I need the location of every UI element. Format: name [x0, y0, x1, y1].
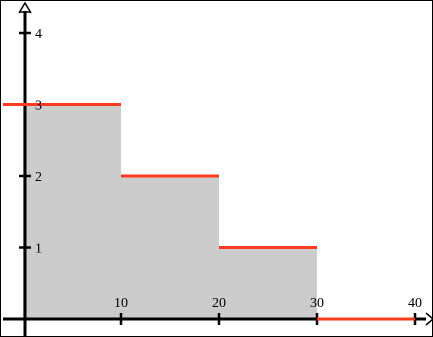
y-axis-arrow [18, 1, 32, 14]
area-fill-0 [23, 104, 121, 319]
area-fills [23, 104, 317, 319]
x-axis-arrow [425, 312, 432, 326]
y-tick-label-4: 4 [35, 27, 42, 42]
x-tick-label-10: 10 [114, 296, 128, 311]
y-tick-label-2: 2 [35, 170, 42, 185]
y-tick-label-1: 1 [35, 242, 42, 257]
x-tick-label-30: 30 [310, 296, 324, 311]
tick-labels: 10 20 30 40 1 2 3 4 [35, 27, 422, 311]
x-tick-label-40: 40 [408, 296, 422, 311]
area-fill-2 [219, 247, 317, 319]
x-tick-label-20: 20 [212, 296, 226, 311]
step-lines [3, 103, 415, 321]
area-fill-1 [121, 176, 219, 319]
y-tick-label-3: 3 [35, 99, 42, 114]
